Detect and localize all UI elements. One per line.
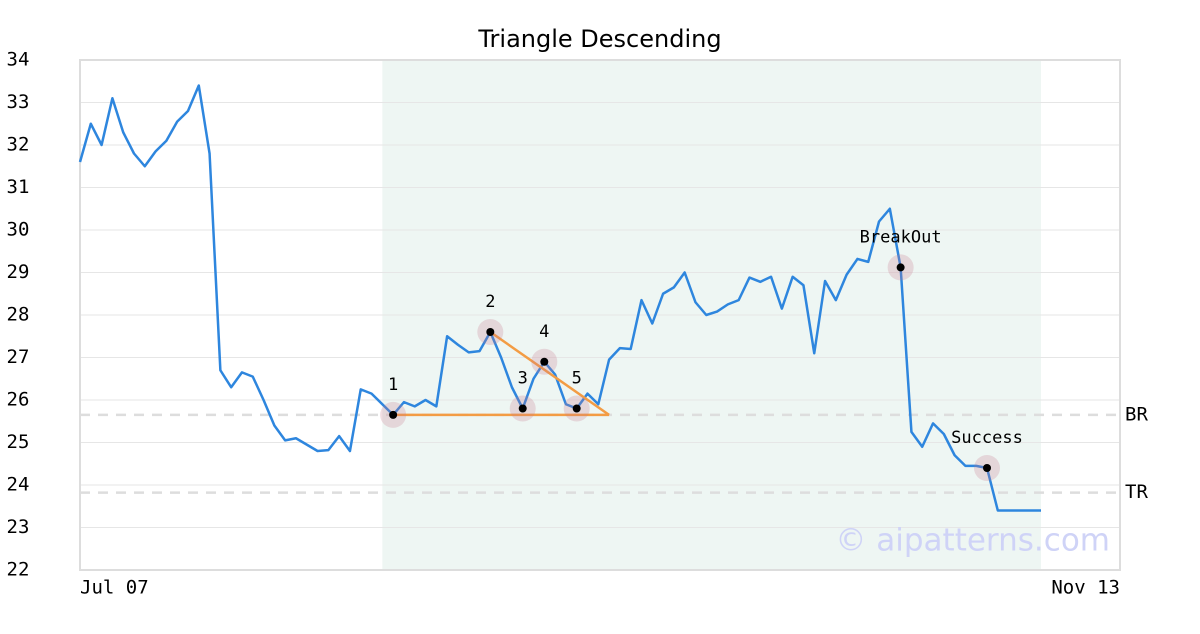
marker-label: BreakOut — [860, 227, 942, 247]
y-tick-label: 31 — [7, 176, 30, 198]
marker-dot — [572, 404, 581, 413]
marker-label: 5 — [572, 369, 582, 389]
marker-label: 2 — [485, 292, 495, 312]
price-line — [78, 84, 1041, 512]
y-tick-label: 28 — [7, 304, 30, 326]
marker-label: 3 — [518, 369, 528, 389]
reference-label: BR — [1125, 403, 1148, 425]
chart-title: Triangle Descending — [477, 25, 721, 53]
y-tick-label: 30 — [7, 219, 30, 241]
watermark: © aipatterns.com — [835, 523, 1110, 559]
x-tick-label: Jul 07 — [80, 577, 149, 599]
y-tick-label: 22 — [7, 559, 30, 581]
y-tick-label: 29 — [7, 261, 30, 283]
marker-dot — [389, 410, 398, 419]
y-tick-label: 34 — [7, 49, 30, 71]
x-tick-label: Nov 13 — [1051, 577, 1120, 599]
y-tick-label: 26 — [7, 389, 30, 411]
marker-dot — [518, 404, 527, 413]
y-tick-label: 23 — [7, 516, 30, 538]
marker-label: Success — [951, 428, 1023, 448]
pattern-line — [489, 330, 610, 416]
y-tick-label: 24 — [7, 474, 30, 496]
marker-label: 4 — [539, 322, 549, 342]
y-tick-label: 27 — [7, 346, 30, 368]
reference-label: TR — [1125, 481, 1148, 503]
marker-label: 1 — [388, 375, 398, 395]
marker-dot — [896, 263, 905, 272]
y-tick-label: 25 — [7, 431, 30, 453]
marker-dot — [486, 328, 495, 336]
y-tick-label: 33 — [7, 91, 30, 113]
marker-dot — [983, 464, 992, 472]
y-tick-label: 32 — [7, 134, 30, 156]
plot-frame — [79, 59, 1121, 571]
marker-dot — [540, 357, 549, 366]
